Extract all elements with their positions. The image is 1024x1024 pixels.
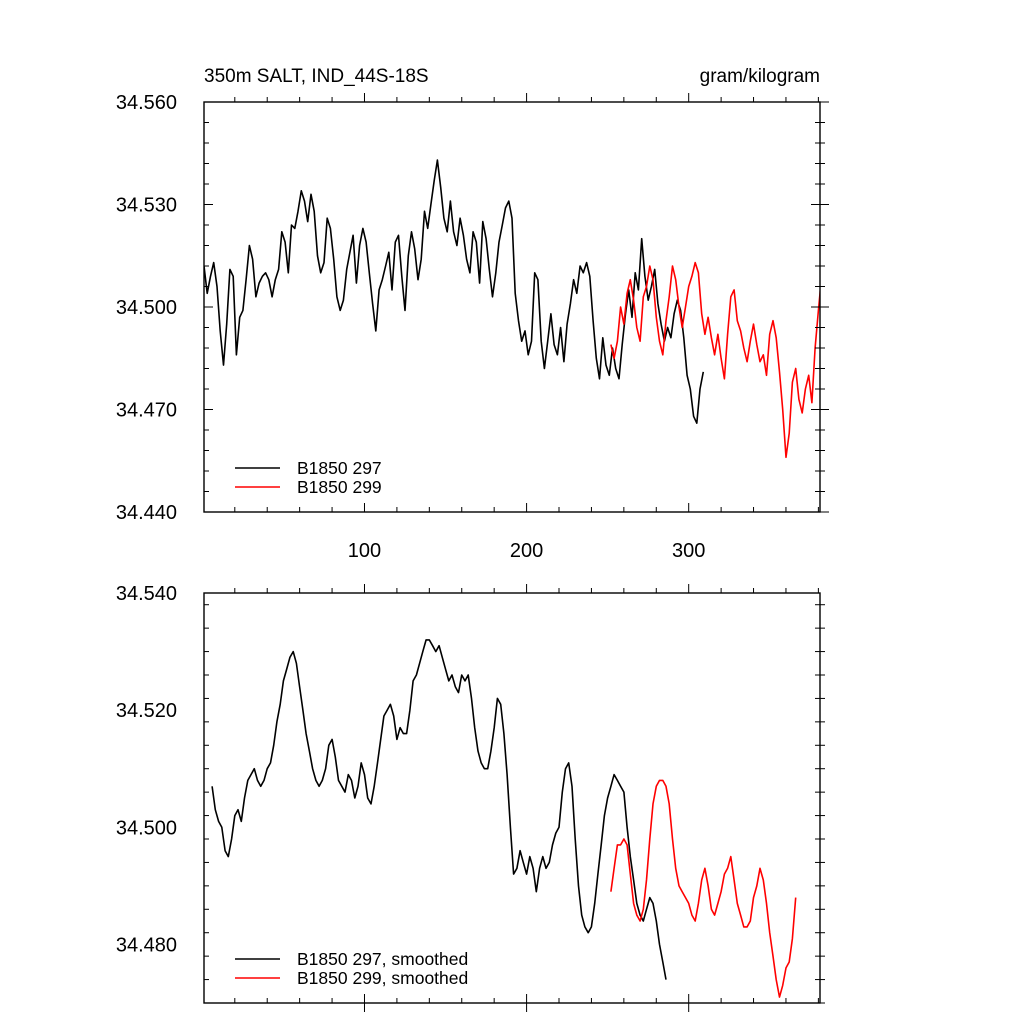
top-series-group: [204, 159, 820, 459]
y-tick-label: 34.480: [116, 934, 177, 956]
bottom-plot-frame: [203, 592, 821, 1004]
series-line-top-1: [610, 261, 820, 459]
y-tick-label: 34.530: [116, 195, 177, 217]
y-tick-label: 34.560: [116, 92, 177, 114]
top-tick-labels: 34.440 34.470 34.500 34.530 34.560 100 200 300: [116, 92, 706, 562]
bottom-tick-labels: 34.480 34.500 34.520 34.540: [116, 583, 177, 956]
top-plot-frame: [203, 101, 821, 513]
x-tick-label: 100: [348, 540, 381, 562]
y-tick-label: 34.520: [116, 700, 177, 722]
legend-label: B1850 297: [297, 458, 382, 478]
legend-label: B1850 299, smoothed: [297, 968, 468, 988]
series-line-bot-0: [211, 639, 667, 980]
x-tick-label: 200: [510, 540, 543, 562]
chart-title: 350m SALT, IND_44S-18S: [204, 66, 429, 87]
y-tick-label: 34.540: [116, 583, 177, 605]
legend-label: B1850 297, smoothed: [297, 949, 468, 969]
series-line-top-0: [204, 159, 705, 424]
series-line-bot-1: [610, 779, 797, 998]
y-tick-label: 34.470: [116, 400, 177, 422]
bottom-tick-marks: [204, 584, 825, 1012]
top-panel: 350m SALT, IND_44S-18S gram/kilogram 34.…: [116, 66, 829, 562]
y-tick-label: 34.440: [116, 502, 177, 524]
bottom-panel: 34.480 34.500 34.520 34.540 B1850 297, smoo…: [116, 583, 825, 1012]
units-label: gram/kilogram: [700, 66, 820, 87]
bottom-series-group: [211, 639, 797, 998]
y-tick-label: 34.500: [116, 817, 177, 839]
y-tick-label: 34.500: [116, 297, 177, 319]
top-tick-marks: [204, 93, 829, 513]
legend-label: B1850 299: [297, 477, 382, 497]
x-tick-label: 300: [672, 540, 705, 562]
